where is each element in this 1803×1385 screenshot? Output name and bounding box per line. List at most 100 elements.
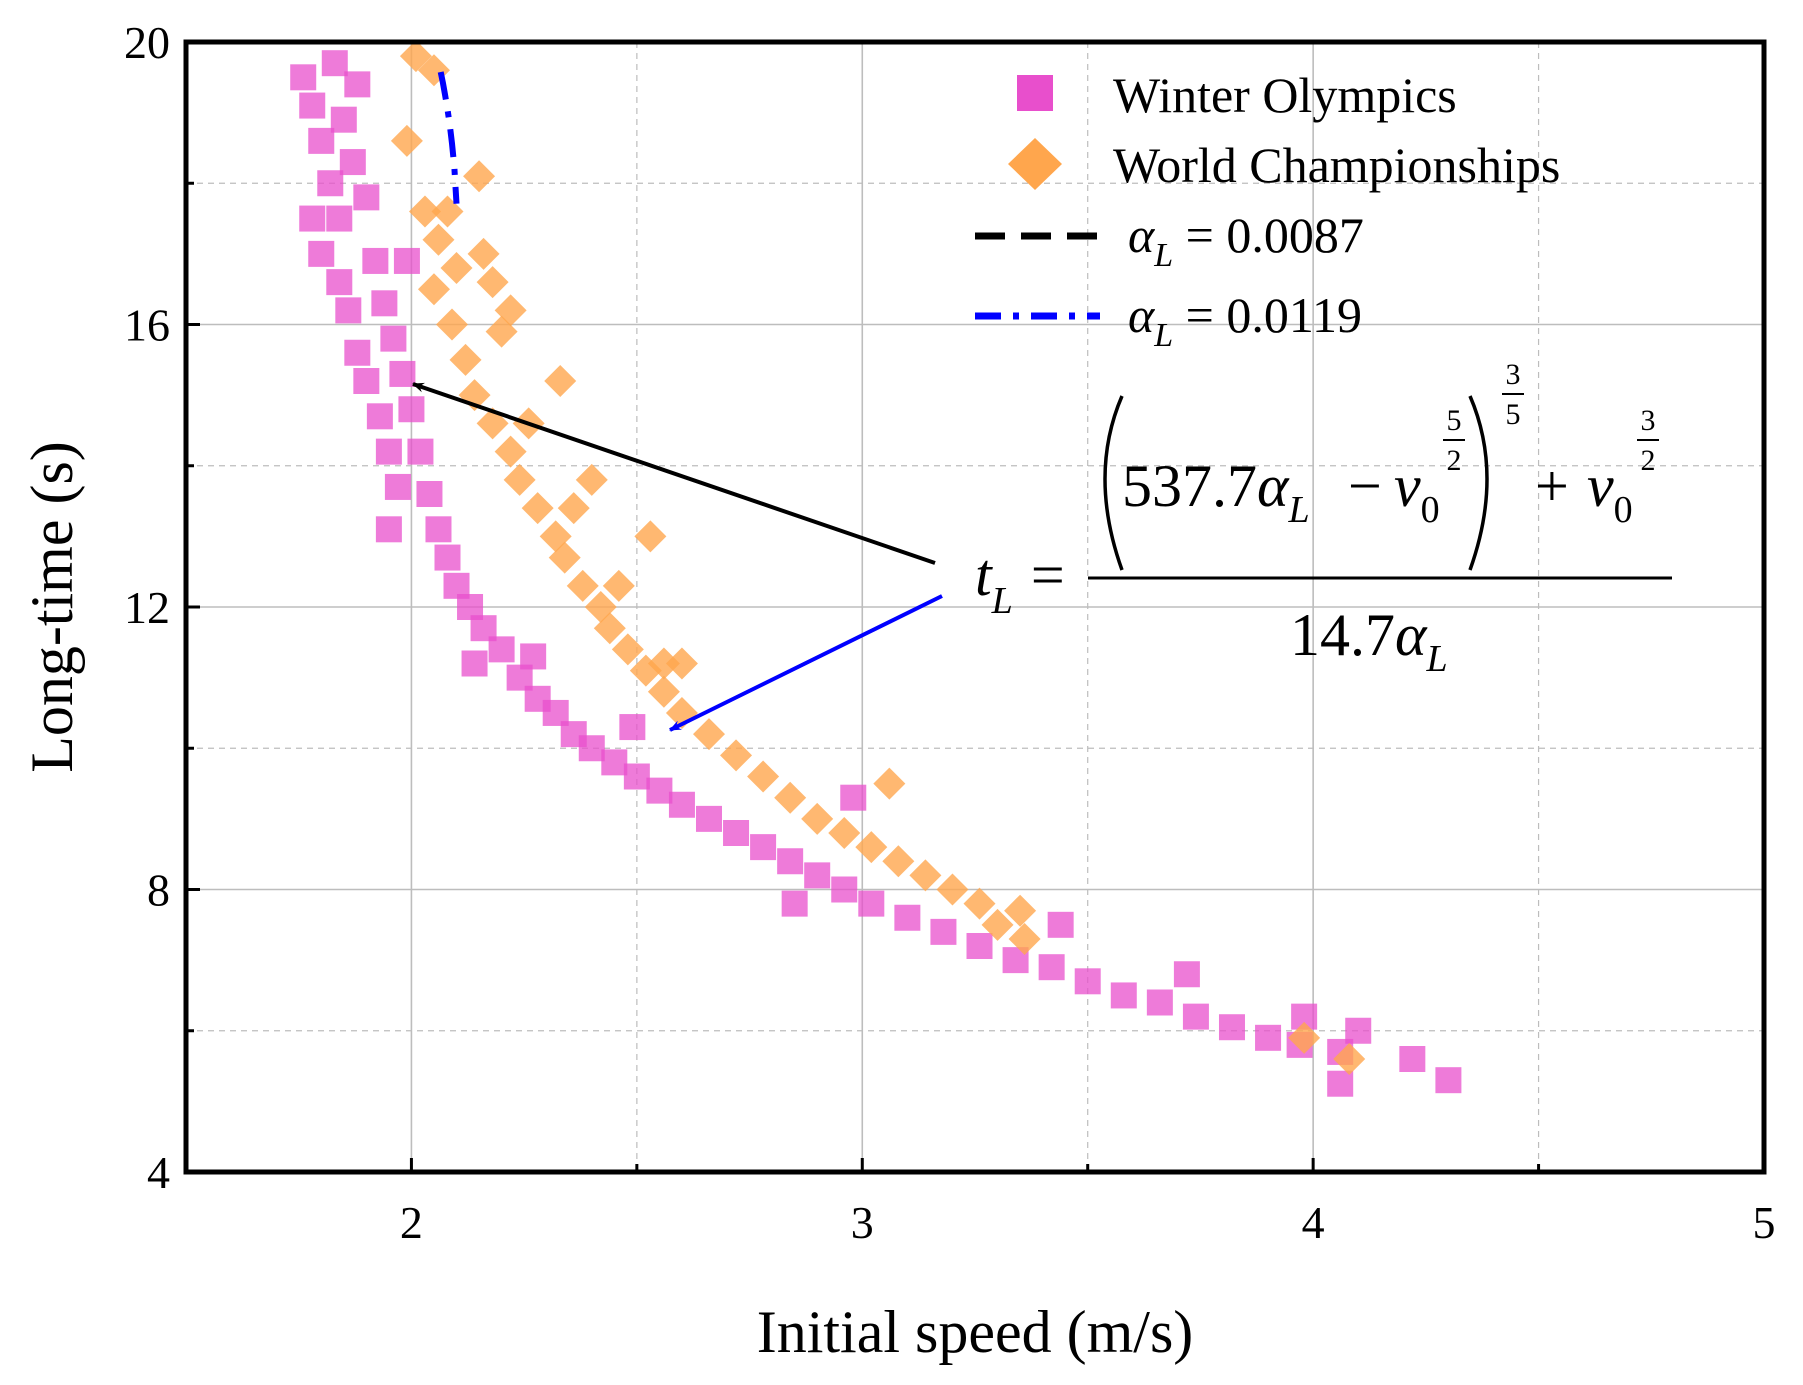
winter-olympics-point — [299, 92, 326, 119]
winter-olympics-series — [290, 50, 1462, 1097]
world-championships-point — [981, 908, 1014, 941]
winter-olympics-point — [1327, 1070, 1354, 1097]
world-championships-point — [390, 124, 423, 157]
winter-olympics-point — [1173, 961, 1200, 988]
winter-olympics-point — [840, 784, 867, 811]
fit-curve-alpha-0119 — [437, 71, 460, 204]
winter-olympics-point — [804, 862, 831, 889]
winter-olympics-point — [1182, 1003, 1209, 1030]
world-championships-point — [828, 817, 861, 849]
winter-olympics-point — [389, 360, 416, 387]
y-tick-label: 4 — [147, 1147, 170, 1198]
winter-olympics-point — [425, 516, 452, 543]
world-championships-point — [1008, 922, 1041, 955]
winter-olympics-point — [344, 71, 371, 98]
x-tick-label: 2 — [400, 1197, 423, 1248]
world-championships-point — [494, 435, 527, 468]
world-championships-point — [463, 160, 496, 193]
world-championships-point — [882, 845, 915, 878]
axis-ticks: 2 3 4 5 4 8 12 16 20 — [124, 17, 1776, 1248]
winter-olympics-point — [781, 890, 808, 917]
winter-olympics-point — [619, 714, 646, 741]
winter-olympics-point — [416, 481, 443, 507]
world-championships-point — [417, 273, 450, 306]
winter-olympics-point — [384, 473, 411, 500]
winter-olympics-point — [308, 240, 335, 267]
eq-minus: − — [1348, 453, 1382, 519]
world-championships-point — [720, 739, 753, 772]
world-championships-point — [440, 252, 473, 284]
world-championships-point — [909, 859, 942, 892]
world-championships-point — [593, 612, 626, 645]
legend-label-alpha-0087: αL = 0.0087 — [1128, 207, 1364, 274]
winter-olympics-point — [362, 247, 389, 274]
eq-plus: + — [1535, 453, 1569, 519]
legend-marker-world-championships — [1008, 138, 1062, 190]
legend-label-alpha-0119: αL = 0.0119 — [1128, 287, 1362, 354]
world-championships-point — [692, 718, 725, 751]
winter-olympics-point — [398, 396, 425, 423]
world-championships-point — [449, 343, 482, 376]
winter-olympics-point — [380, 325, 407, 352]
eq-v0-2: v0 — [1587, 453, 1633, 531]
world-championships-point — [747, 760, 780, 793]
winter-olympics-point — [393, 247, 420, 274]
world-championships-point — [634, 520, 667, 553]
world-championships-point — [408, 195, 441, 228]
paren-left — [1103, 395, 1124, 571]
winter-olympics-point — [353, 368, 380, 394]
winter-olympics-point — [326, 205, 353, 232]
world-championships-point — [936, 873, 969, 906]
eq-lhs: tL = — [975, 542, 1065, 622]
world-championships-point — [963, 887, 996, 920]
paren-right — [1468, 395, 1489, 571]
y-tick-label: 20 — [124, 17, 170, 68]
winter-olympics-point — [290, 64, 317, 91]
world-championships-point — [436, 308, 469, 341]
winter-olympics-point — [695, 805, 722, 832]
x-tick-label: 3 — [851, 1197, 874, 1248]
winter-olympics-point — [321, 50, 348, 77]
eq-outer-exp3: 3 — [1506, 358, 1521, 391]
world-championships-point — [647, 647, 680, 680]
winter-olympics-point — [353, 184, 380, 211]
winter-olympics-point — [966, 933, 993, 959]
world-championships-point — [801, 802, 834, 835]
world-championships-point — [422, 223, 455, 256]
winter-olympics-point — [894, 904, 921, 931]
winter-olympics-point — [299, 205, 326, 232]
world-championships-point — [665, 647, 698, 680]
winter-olympics-point — [488, 636, 515, 663]
world-championships-point — [399, 42, 432, 73]
arrow-blue — [669, 594, 943, 732]
eq-exp5: 5 — [1447, 404, 1462, 437]
winter-olympics-point — [1110, 982, 1137, 1009]
winter-olympics-point — [858, 890, 885, 917]
winter-olympics-point — [723, 820, 750, 846]
winter-olympics-point — [317, 170, 344, 197]
world-championships-point — [611, 633, 644, 666]
x-tick-label: 5 — [1753, 1197, 1776, 1248]
legend-label-winter-olympics: Winter Olympics — [1113, 67, 1457, 123]
eq-exp2b: 2 — [1641, 444, 1656, 477]
winter-olympics-point — [371, 290, 398, 317]
winter-olympics-point — [339, 149, 366, 176]
world-championships-point — [602, 569, 635, 602]
winter-olympics-point — [777, 848, 804, 875]
winter-olympics-point — [601, 749, 628, 776]
winter-olympics-point — [375, 516, 402, 543]
winter-olympics-point — [831, 876, 858, 903]
equation-annotation: tL = 537.7αL − v0 5 2 3 5 + v0 3 2 14.7αL — [412, 358, 1672, 732]
winter-olympics-point — [1255, 1024, 1282, 1051]
world-championships-point — [1333, 1043, 1366, 1075]
winter-olympics-point — [366, 403, 393, 430]
winter-olympics-point — [407, 438, 434, 465]
winter-olympics-point — [434, 544, 461, 571]
winter-olympics-point — [668, 791, 695, 818]
world-championships-point — [544, 365, 577, 397]
winter-olympics-point — [344, 339, 371, 366]
winter-olympics-point — [1399, 1046, 1426, 1072]
eq-num-coeff: 537.7αL — [1122, 453, 1310, 531]
legend-label-world-championships: World Championships — [1113, 137, 1560, 193]
